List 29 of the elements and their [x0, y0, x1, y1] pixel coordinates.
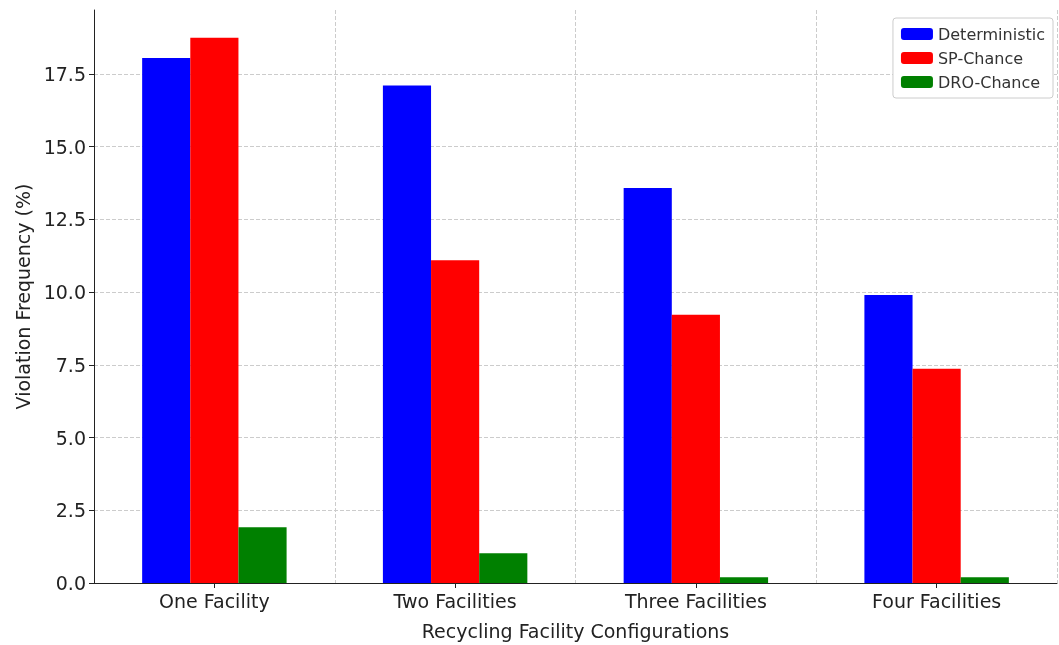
x-axis-title: Recycling Facility Configurations	[421, 619, 730, 642]
y-tick-label: 10.0	[43, 281, 86, 304]
y-tick-label: 17.5	[43, 62, 86, 85]
bar	[142, 57, 191, 583]
bar	[479, 553, 528, 583]
y-tick-label: 2.5	[55, 499, 86, 522]
bar	[623, 188, 672, 583]
x-tick-label: One Facility	[159, 589, 270, 612]
y-tick-label: 0.0	[55, 572, 86, 594]
bar	[238, 527, 287, 583]
y-tick-label: 15.0	[43, 135, 86, 158]
legend-label: Deterministic	[937, 24, 1045, 44]
bar	[671, 314, 720, 583]
bar	[864, 295, 913, 583]
bar	[190, 37, 239, 583]
legend-label: SP-Chance	[937, 48, 1024, 68]
y-tick-label: 7.5	[55, 353, 86, 376]
x-tick-label: Four Facilities	[872, 589, 1002, 612]
x-tick-label: Two Facilities	[392, 589, 517, 612]
bar	[912, 368, 961, 583]
bar	[431, 260, 480, 583]
x-tick-label: Three Facilities	[623, 589, 767, 612]
legend-label: DRO-Chance	[937, 72, 1041, 92]
bar	[960, 577, 1009, 583]
bar	[382, 85, 432, 583]
bar	[719, 577, 769, 583]
y-tick-label: 12.5	[43, 208, 86, 231]
y-tick-label: 5.0	[55, 426, 86, 449]
y-axis-title: Violation Frequency (%)	[11, 183, 34, 410]
